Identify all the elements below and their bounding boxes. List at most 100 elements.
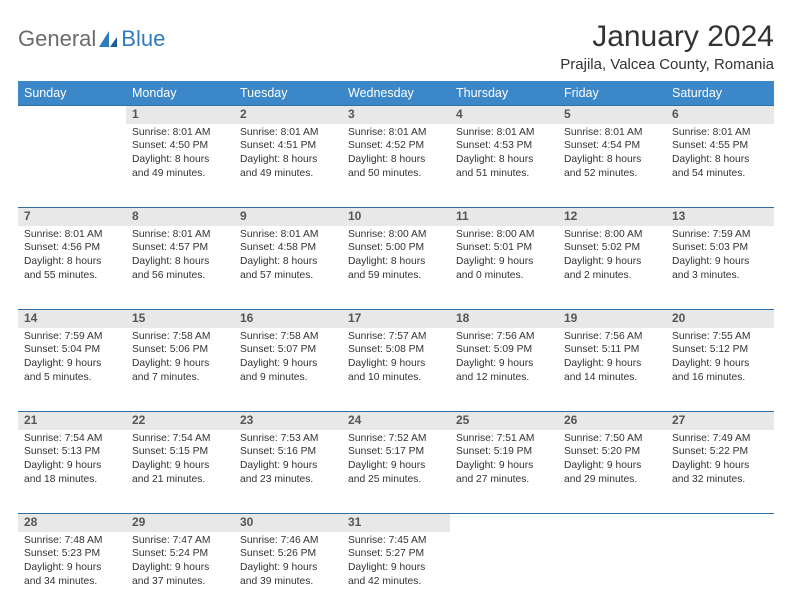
day-number: 20 bbox=[666, 310, 774, 328]
day-number: 3 bbox=[342, 106, 450, 124]
daylight-text-2: and 51 minutes. bbox=[456, 167, 552, 181]
daylight-text-1: Daylight: 9 hours bbox=[348, 459, 444, 473]
day-number-row: 21222324252627 bbox=[18, 412, 774, 430]
daylight-text-2: and 12 minutes. bbox=[456, 371, 552, 385]
daylight-text-1: Daylight: 9 hours bbox=[564, 357, 660, 371]
logo-sail-icon bbox=[97, 29, 119, 49]
sunrise-text: Sunrise: 8:01 AM bbox=[456, 126, 552, 140]
sunrise-text: Sunrise: 8:00 AM bbox=[456, 228, 552, 242]
day-number: 5 bbox=[558, 106, 666, 124]
calendar-table: Sunday Monday Tuesday Wednesday Thursday… bbox=[18, 81, 774, 616]
day-number: 4 bbox=[450, 106, 558, 124]
sunset-text: Sunset: 5:23 PM bbox=[24, 547, 120, 561]
sunset-text: Sunset: 5:03 PM bbox=[672, 241, 768, 255]
daylight-text-2: and 3 minutes. bbox=[672, 269, 768, 283]
daylight-text-2: and 2 minutes. bbox=[564, 269, 660, 283]
sunset-text: Sunset: 4:57 PM bbox=[132, 241, 228, 255]
sunset-text: Sunset: 5:09 PM bbox=[456, 343, 552, 357]
daylight-text-2: and 23 minutes. bbox=[240, 473, 336, 487]
sunset-text: Sunset: 5:22 PM bbox=[672, 445, 768, 459]
day-number: 28 bbox=[18, 514, 126, 532]
day-cell: Sunrise: 8:01 AMSunset: 4:50 PMDaylight:… bbox=[126, 124, 234, 208]
empty-day-number bbox=[450, 514, 558, 532]
daylight-text-2: and 49 minutes. bbox=[132, 167, 228, 181]
weekday-header: Monday bbox=[126, 81, 234, 106]
day-number: 30 bbox=[234, 514, 342, 532]
sunrise-text: Sunrise: 7:59 AM bbox=[24, 330, 120, 344]
sunrise-text: Sunrise: 8:01 AM bbox=[348, 126, 444, 140]
day-number: 26 bbox=[558, 412, 666, 430]
weekday-header: Thursday bbox=[450, 81, 558, 106]
sunrise-text: Sunrise: 7:50 AM bbox=[564, 432, 660, 446]
day-number: 2 bbox=[234, 106, 342, 124]
daylight-text-1: Daylight: 9 hours bbox=[672, 255, 768, 269]
daylight-text-2: and 7 minutes. bbox=[132, 371, 228, 385]
sunset-text: Sunset: 5:16 PM bbox=[240, 445, 336, 459]
day-cell: Sunrise: 8:01 AMSunset: 4:57 PMDaylight:… bbox=[126, 226, 234, 310]
day-number: 16 bbox=[234, 310, 342, 328]
day-cell: Sunrise: 7:53 AMSunset: 5:16 PMDaylight:… bbox=[234, 430, 342, 514]
sunset-text: Sunset: 4:55 PM bbox=[672, 139, 768, 153]
sunset-text: Sunset: 5:17 PM bbox=[348, 445, 444, 459]
day-cell: Sunrise: 8:01 AMSunset: 4:52 PMDaylight:… bbox=[342, 124, 450, 208]
daylight-text-1: Daylight: 9 hours bbox=[24, 459, 120, 473]
sunrise-text: Sunrise: 7:54 AM bbox=[24, 432, 120, 446]
day-number: 25 bbox=[450, 412, 558, 430]
page-title: January 2024 bbox=[560, 20, 774, 54]
day-number: 13 bbox=[666, 208, 774, 226]
daylight-text-1: Daylight: 8 hours bbox=[348, 255, 444, 269]
daylight-text-2: and 29 minutes. bbox=[564, 473, 660, 487]
page-subtitle: Prajila, Valcea County, Romania bbox=[560, 56, 774, 73]
daylight-text-1: Daylight: 9 hours bbox=[240, 459, 336, 473]
sunset-text: Sunset: 4:53 PM bbox=[456, 139, 552, 153]
daylight-text-1: Daylight: 8 hours bbox=[240, 153, 336, 167]
daylight-text-1: Daylight: 9 hours bbox=[564, 255, 660, 269]
day-cell: Sunrise: 7:58 AMSunset: 5:06 PMDaylight:… bbox=[126, 328, 234, 412]
day-cell: Sunrise: 7:52 AMSunset: 5:17 PMDaylight:… bbox=[342, 430, 450, 514]
sunset-text: Sunset: 4:50 PM bbox=[132, 139, 228, 153]
daylight-text-1: Daylight: 9 hours bbox=[564, 459, 660, 473]
sunrise-text: Sunrise: 7:49 AM bbox=[672, 432, 768, 446]
daylight-text-2: and 56 minutes. bbox=[132, 269, 228, 283]
day-number: 17 bbox=[342, 310, 450, 328]
day-cell: Sunrise: 8:01 AMSunset: 4:54 PMDaylight:… bbox=[558, 124, 666, 208]
sunrise-text: Sunrise: 7:54 AM bbox=[132, 432, 228, 446]
empty-day-cell bbox=[18, 124, 126, 208]
sunrise-text: Sunrise: 8:01 AM bbox=[132, 126, 228, 140]
daylight-text-1: Daylight: 8 hours bbox=[132, 255, 228, 269]
sunset-text: Sunset: 4:58 PM bbox=[240, 241, 336, 255]
day-number: 7 bbox=[18, 208, 126, 226]
day-cell: Sunrise: 7:54 AMSunset: 5:13 PMDaylight:… bbox=[18, 430, 126, 514]
day-number: 18 bbox=[450, 310, 558, 328]
daylight-text-1: Daylight: 9 hours bbox=[456, 255, 552, 269]
sunrise-text: Sunrise: 8:00 AM bbox=[348, 228, 444, 242]
daylight-text-2: and 55 minutes. bbox=[24, 269, 120, 283]
daylight-text-1: Daylight: 9 hours bbox=[240, 357, 336, 371]
sunset-text: Sunset: 5:02 PM bbox=[564, 241, 660, 255]
day-content-row: Sunrise: 7:59 AMSunset: 5:04 PMDaylight:… bbox=[18, 328, 774, 412]
day-number-row: 78910111213 bbox=[18, 208, 774, 226]
daylight-text-1: Daylight: 8 hours bbox=[456, 153, 552, 167]
day-cell: Sunrise: 7:55 AMSunset: 5:12 PMDaylight:… bbox=[666, 328, 774, 412]
day-cell: Sunrise: 7:47 AMSunset: 5:24 PMDaylight:… bbox=[126, 532, 234, 616]
sunset-text: Sunset: 5:15 PM bbox=[132, 445, 228, 459]
sunset-text: Sunset: 5:12 PM bbox=[672, 343, 768, 357]
day-cell: Sunrise: 7:48 AMSunset: 5:23 PMDaylight:… bbox=[18, 532, 126, 616]
daylight-text-1: Daylight: 9 hours bbox=[456, 357, 552, 371]
daylight-text-2: and 10 minutes. bbox=[348, 371, 444, 385]
sunset-text: Sunset: 5:07 PM bbox=[240, 343, 336, 357]
sunrise-text: Sunrise: 7:47 AM bbox=[132, 534, 228, 548]
day-number: 1 bbox=[126, 106, 234, 124]
sunrise-text: Sunrise: 7:56 AM bbox=[564, 330, 660, 344]
day-number: 27 bbox=[666, 412, 774, 430]
day-number: 11 bbox=[450, 208, 558, 226]
daylight-text-2: and 5 minutes. bbox=[24, 371, 120, 385]
sunrise-text: Sunrise: 7:48 AM bbox=[24, 534, 120, 548]
day-number: 21 bbox=[18, 412, 126, 430]
weekday-header: Wednesday bbox=[342, 81, 450, 106]
day-cell: Sunrise: 7:45 AMSunset: 5:27 PMDaylight:… bbox=[342, 532, 450, 616]
sunset-text: Sunset: 5:27 PM bbox=[348, 547, 444, 561]
daylight-text-2: and 57 minutes. bbox=[240, 269, 336, 283]
daylight-text-1: Daylight: 9 hours bbox=[672, 357, 768, 371]
daylight-text-2: and 37 minutes. bbox=[132, 575, 228, 589]
